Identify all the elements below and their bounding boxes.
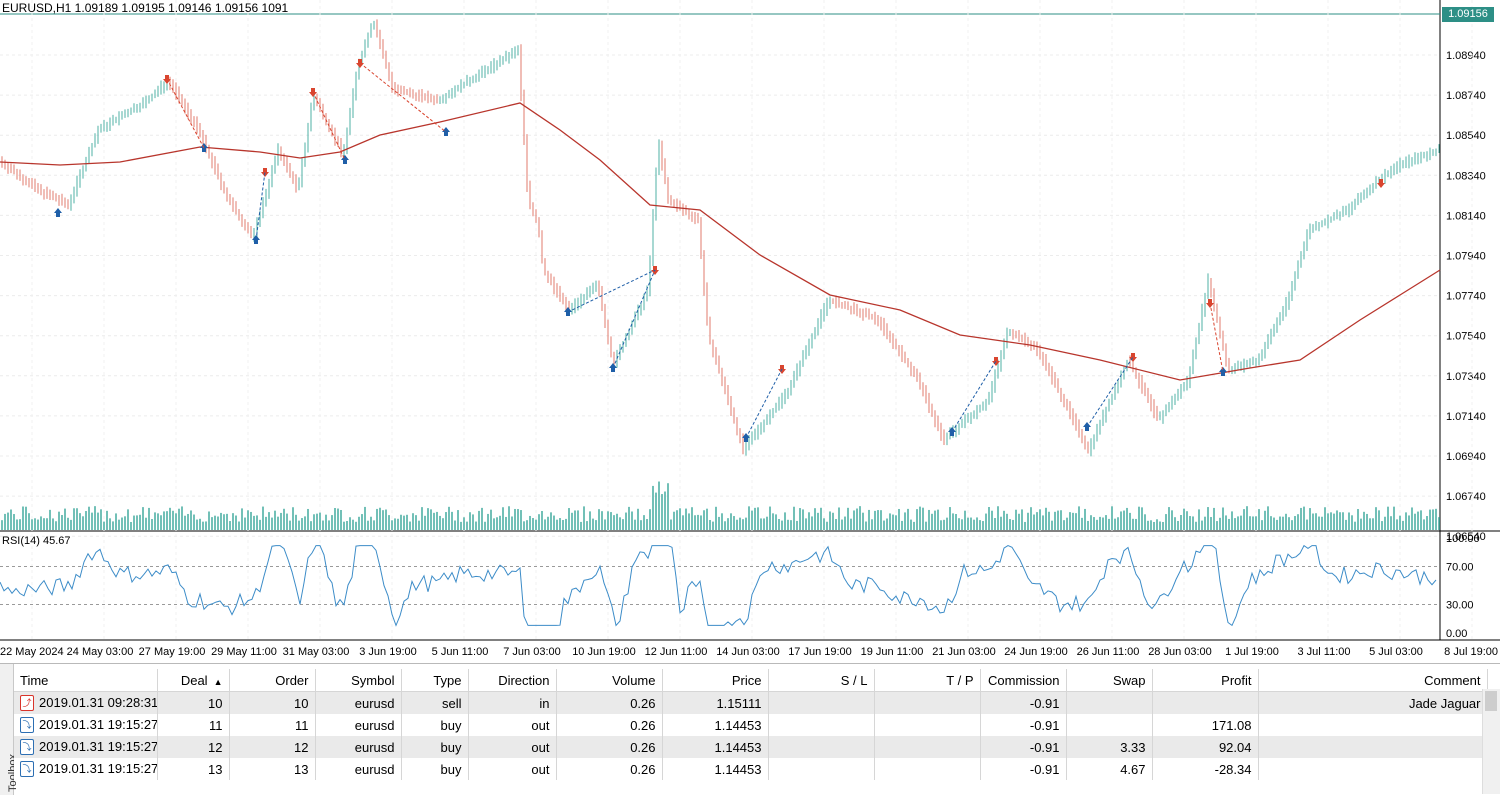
time-label: 8 Jul 19:00 bbox=[1444, 646, 1498, 658]
col-volume[interactable]: Volume bbox=[556, 669, 663, 692]
time-label: 22 May 2024 bbox=[0, 646, 64, 658]
buy-arrow-icon bbox=[442, 127, 450, 136]
toolbox-tab[interactable]: Toolbox bbox=[0, 664, 19, 795]
trade-link-line bbox=[255, 171, 266, 241]
price-label: 1.06940 bbox=[1446, 451, 1486, 463]
price-label: 1.07740 bbox=[1446, 291, 1486, 303]
moving-average-line bbox=[0, 102, 1441, 381]
time-label: 14 Jun 03:00 bbox=[716, 646, 780, 658]
col-direction[interactable]: Direction bbox=[468, 669, 557, 692]
sell-deal-icon: ⤴ bbox=[20, 695, 34, 712]
sell-arrow-icon bbox=[1129, 353, 1137, 362]
buy-arrow-icon bbox=[54, 208, 62, 217]
col-profit[interactable]: Profit bbox=[1152, 669, 1259, 692]
time-label: 29 May 11:00 bbox=[211, 646, 277, 658]
time-label: 26 Jun 11:00 bbox=[1077, 646, 1140, 658]
time-label: 10 Jun 19:00 bbox=[572, 646, 636, 658]
rsi-line bbox=[0, 544, 1437, 627]
trade-link-line bbox=[1209, 302, 1224, 373]
table-header: Time Deal ▲ Order Symbol Type Direction V… bbox=[14, 669, 1488, 692]
time-label: 27 May 19:00 bbox=[139, 646, 206, 658]
time-label: 28 Jun 03:00 bbox=[1148, 646, 1212, 658]
col-comment[interactable]: Comment bbox=[1258, 669, 1488, 692]
price-label: 1.07540 bbox=[1446, 331, 1486, 343]
price-label: 1.08540 bbox=[1446, 130, 1486, 142]
current-price-tag: 1.09156 bbox=[1442, 7, 1494, 22]
time-label: 3 Jun 19:00 bbox=[359, 646, 417, 658]
buy-arrow-icon bbox=[1219, 367, 1227, 376]
col-symbol[interactable]: Symbol bbox=[315, 669, 402, 692]
sell-arrow-icon bbox=[992, 357, 1000, 366]
deals-table: Time Deal ▲ Order Symbol Type Direction V… bbox=[14, 669, 1488, 780]
time-label: 3 Jul 11:00 bbox=[1297, 646, 1350, 658]
col-deal[interactable]: Deal ▲ bbox=[157, 669, 230, 692]
price-label: 1.06740 bbox=[1446, 491, 1486, 503]
sort-up-icon: ▲ bbox=[213, 676, 223, 687]
trade-link-line bbox=[612, 269, 656, 369]
price-label: 1.07940 bbox=[1446, 251, 1486, 263]
chart-area[interactable]: 1.08940 1.08740 1.08540 1.08340 1.08140 1.079… bbox=[0, 0, 1500, 660]
price-label: 1.07340 bbox=[1446, 371, 1486, 383]
time-label: 7 Jun 03:00 bbox=[503, 646, 561, 658]
time-label: 24 May 03:00 bbox=[67, 646, 134, 658]
buy-deal-icon: ⤵ bbox=[20, 739, 34, 756]
col-order[interactable]: Order bbox=[229, 669, 316, 692]
table-row[interactable]: ⤵ 2019.01.31 19:15:27 11 11 eurusd buy out 0… bbox=[14, 714, 1488, 736]
trade-link-line bbox=[359, 62, 447, 133]
time-label: 21 Jun 03:00 bbox=[932, 646, 996, 658]
price-chart[interactable]: 1.08940 1.08740 1.08540 1.08340 1.08140 1.079… bbox=[0, 0, 1500, 660]
time-label: 12 Jun 11:00 bbox=[645, 646, 708, 658]
price-label: 1.08340 bbox=[1446, 170, 1486, 182]
time-label: 17 Jun 19:00 bbox=[788, 646, 852, 658]
buy-deal-icon: ⤵ bbox=[20, 717, 34, 734]
scrollbar-thumb[interactable] bbox=[1485, 691, 1497, 711]
trade-link-line bbox=[567, 269, 656, 313]
trade-link-line bbox=[1086, 356, 1134, 428]
col-type[interactable]: Type bbox=[401, 669, 469, 692]
col-price[interactable]: Price bbox=[662, 669, 769, 692]
col-swap[interactable]: Swap bbox=[1066, 669, 1153, 692]
trade-link-line bbox=[951, 360, 997, 433]
price-label: 1.08140 bbox=[1446, 210, 1486, 222]
rsi-scale-label: 0.00 bbox=[1446, 628, 1467, 640]
trade-link-line bbox=[312, 91, 346, 161]
price-label: 1.06540 bbox=[1446, 531, 1486, 543]
table-row[interactable]: ⤵ 2019.01.31 19:15:27 13 13 eurusd buy out 0… bbox=[14, 758, 1488, 780]
col-sl[interactable]: S / L bbox=[768, 669, 875, 692]
table-scrollbar[interactable] bbox=[1482, 689, 1500, 794]
trade-link-line bbox=[745, 368, 783, 439]
col-time[interactable]: Time bbox=[14, 669, 158, 692]
time-label: 19 Jun 11:00 bbox=[861, 646, 924, 658]
price-label: 1.08740 bbox=[1446, 90, 1486, 102]
time-label: 1 Jul 19:00 bbox=[1225, 646, 1279, 658]
table-row[interactable]: ⤵ 2019.01.31 19:15:27 12 12 eurusd buy out 0… bbox=[14, 736, 1488, 758]
rsi-scale-label: 100.00 bbox=[1446, 533, 1480, 545]
col-tp[interactable]: T / P bbox=[874, 669, 981, 692]
price-label: 1.08940 bbox=[1446, 50, 1486, 62]
rsi-scale-label: 70.00 bbox=[1446, 562, 1474, 574]
table-row[interactable]: ⤴ 2019.01.31 09:28:31 10 10 eurusd sell in 0… bbox=[14, 691, 1488, 714]
time-label: 5 Jun 11:00 bbox=[432, 646, 489, 658]
trade-link-line bbox=[166, 78, 205, 149]
rsi-scale-label: 30.00 bbox=[1446, 600, 1474, 612]
time-label: 24 Jun 19:00 bbox=[1004, 646, 1068, 658]
time-label: 31 May 03:00 bbox=[283, 646, 350, 658]
buy-deal-icon: ⤵ bbox=[20, 761, 34, 778]
time-label: 5 Jul 03:00 bbox=[1369, 646, 1423, 658]
sell-arrow-icon bbox=[1377, 179, 1385, 188]
price-label: 1.07140 bbox=[1446, 411, 1486, 423]
buy-arrow-icon bbox=[341, 155, 349, 164]
terminal-panel: Toolbox Time Deal ▲ Order Symbol Type Dir… bbox=[0, 663, 1500, 795]
col-commission[interactable]: Commission bbox=[980, 669, 1067, 692]
rsi-label: RSI(14) 45.67 bbox=[2, 535, 71, 547]
symbol-info: EURUSD,H1 1.09189 1.09195 1.09146 1.0915… bbox=[2, 1, 289, 15]
sell-arrow-icon bbox=[261, 168, 269, 177]
